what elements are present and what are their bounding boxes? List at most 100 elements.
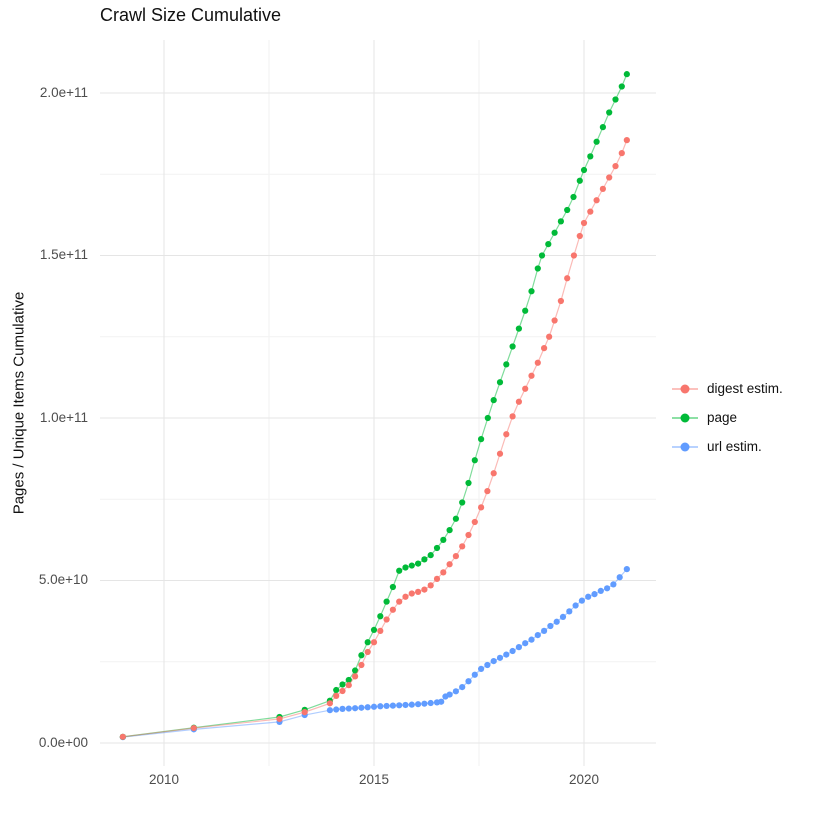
- data-point: [618, 150, 625, 157]
- data-point: [496, 654, 504, 661]
- data-point: [396, 598, 403, 605]
- data-point: [370, 639, 378, 646]
- data-point: [557, 218, 565, 225]
- data-point: [459, 499, 466, 506]
- data-point: [580, 219, 588, 227]
- legend-label: digest estim.: [707, 381, 783, 396]
- data-point: [465, 479, 472, 487]
- data-point: [333, 692, 340, 699]
- y-tick-label: 1.5e+11: [39, 247, 88, 262]
- data-point: [587, 153, 594, 160]
- data-point: [452, 553, 459, 560]
- data-point: [326, 707, 333, 714]
- data-point: [345, 682, 352, 689]
- data-point: [333, 686, 340, 694]
- legend-key-dot-icon: [672, 411, 698, 425]
- data-point: [465, 531, 472, 539]
- data-point: [471, 457, 478, 464]
- data-point: [599, 124, 607, 131]
- legend-item-page: page: [672, 407, 783, 428]
- data-point: [490, 470, 497, 477]
- data-point: [509, 413, 516, 420]
- data-point: [377, 627, 384, 634]
- data-point: [389, 702, 396, 709]
- y-tick-label: 5.0e+10: [38, 572, 88, 587]
- data-point: [534, 359, 541, 366]
- data-point: [612, 163, 619, 170]
- data-point: [572, 602, 579, 609]
- data-point: [564, 275, 571, 282]
- data-point: [370, 626, 378, 634]
- data-point: [446, 691, 453, 698]
- series-line: [122, 73, 628, 738]
- data-point: [576, 232, 583, 240]
- data-point: [496, 379, 504, 386]
- data-point: [345, 676, 352, 684]
- data-point: [339, 681, 346, 688]
- series-line: [122, 568, 628, 738]
- data-point: [515, 325, 523, 332]
- series-url-estim-: [119, 566, 630, 741]
- data-point: [578, 597, 586, 604]
- data-point: [522, 640, 529, 647]
- data-point: [415, 588, 422, 595]
- data-point: [551, 317, 558, 324]
- data-point: [585, 593, 592, 600]
- data-point: [440, 569, 447, 576]
- data-point: [339, 687, 346, 695]
- legend-label: page: [707, 410, 738, 425]
- data-point: [478, 665, 485, 673]
- legend: digest estim. page url estim.: [672, 378, 783, 465]
- data-point: [421, 556, 428, 563]
- data-point: [593, 138, 600, 145]
- data-point: [606, 109, 613, 116]
- data-point: [427, 552, 434, 559]
- x-tick-label: 2020: [568, 772, 600, 787]
- data-point: [396, 567, 403, 574]
- chart-title: Crawl Size Cumulative: [100, 5, 282, 25]
- data-point: [503, 361, 510, 368]
- data-point: [591, 591, 598, 598]
- data-point: [421, 586, 428, 593]
- data-point: [623, 137, 630, 144]
- data-point: [623, 566, 630, 573]
- data-point: [484, 661, 491, 669]
- data-point: [276, 715, 283, 723]
- data-point: [490, 658, 497, 665]
- data-point: [478, 436, 485, 443]
- data-point: [421, 700, 428, 707]
- data-point: [557, 297, 565, 305]
- y-tick-label: 2.0e+11: [39, 85, 88, 100]
- data-point: [377, 613, 384, 620]
- data-point: [433, 544, 441, 552]
- data-point: [576, 177, 583, 184]
- y-tick-label: 1.0e+11: [39, 410, 88, 425]
- data-point: [352, 667, 359, 674]
- data-point: [618, 83, 625, 90]
- data-point: [333, 706, 340, 713]
- data-point: [408, 562, 415, 569]
- data-point: [452, 688, 459, 695]
- data-point: [364, 639, 371, 646]
- series-page: [119, 71, 630, 740]
- legend-label: url estim.: [707, 439, 762, 454]
- data-point: [402, 593, 409, 600]
- data-point: [471, 518, 478, 526]
- data-point: [546, 333, 553, 340]
- data-point: [538, 252, 546, 259]
- data-point: [433, 575, 441, 582]
- data-point: [503, 651, 510, 658]
- data-point: [570, 252, 578, 259]
- data-point: [541, 627, 548, 634]
- data-point: [547, 622, 554, 630]
- data-point: [484, 488, 491, 495]
- data-point: [597, 587, 604, 595]
- data-point: [358, 704, 365, 711]
- data-point: [551, 229, 558, 236]
- data-point: [471, 671, 478, 678]
- series-line: [122, 139, 628, 738]
- data-point: [587, 208, 594, 215]
- data-point: [452, 515, 459, 522]
- data-point: [528, 288, 535, 295]
